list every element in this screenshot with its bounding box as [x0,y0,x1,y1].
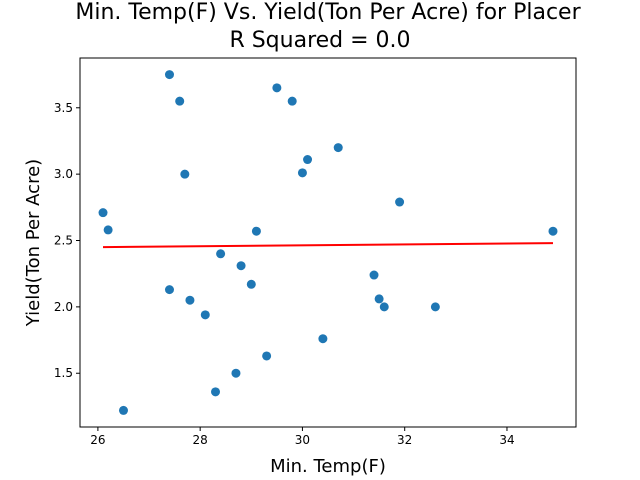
x-axis: 26 28 30 32 34 [90,427,515,447]
data-point [251,226,261,236]
y-tick-label: 2.5 [54,234,73,248]
data-point [180,169,190,179]
regression-line-group [103,242,553,249]
x-axis-title: Min. Temp(F) [270,456,386,477]
chart-title: Min. Temp(F) Vs. Yield(Ton Per Acre) for… [75,0,581,25]
x-tick-label: 32 [397,433,412,447]
data-point [303,155,313,165]
data-point [236,261,246,271]
data-point [548,226,558,236]
regression-line [103,242,553,249]
y-tick-label: 2.0 [54,300,73,314]
chart-subtitle: R Squared = 0.0 [229,28,411,53]
y-axis: 1.5 2.0 2.5 3.0 3.5 [54,101,80,380]
y-tick-label: 3.5 [54,101,73,115]
data-point [430,302,440,312]
x-tick-label: 34 [499,433,514,447]
data-point [164,70,174,80]
data-point [395,197,405,207]
data-point [262,351,272,361]
data-points [98,70,558,415]
y-tick-label: 3.0 [54,167,73,181]
data-point [164,285,174,295]
data-point [231,368,241,378]
data-point [272,83,282,93]
data-point [175,96,185,106]
data-point [211,387,221,397]
data-point [98,208,108,218]
data-point [379,302,389,312]
y-tick-label: 1.5 [54,366,73,380]
data-point [103,225,113,235]
x-tick-label: 26 [90,433,105,447]
x-tick-label: 28 [193,433,208,447]
data-point [369,270,379,280]
data-point [318,334,328,344]
data-point [246,279,256,289]
data-point [200,310,210,320]
y-axis-title: Yield(Ton Per Acre) [23,159,44,327]
plot-area [79,57,577,428]
x-tick-label: 30 [295,433,310,447]
data-point [287,96,297,106]
data-point [333,143,343,153]
data-point [118,405,128,415]
plot-frame [79,57,577,428]
data-point [185,295,195,305]
data-point [297,168,307,178]
data-point [216,249,226,259]
data-point [374,294,384,304]
